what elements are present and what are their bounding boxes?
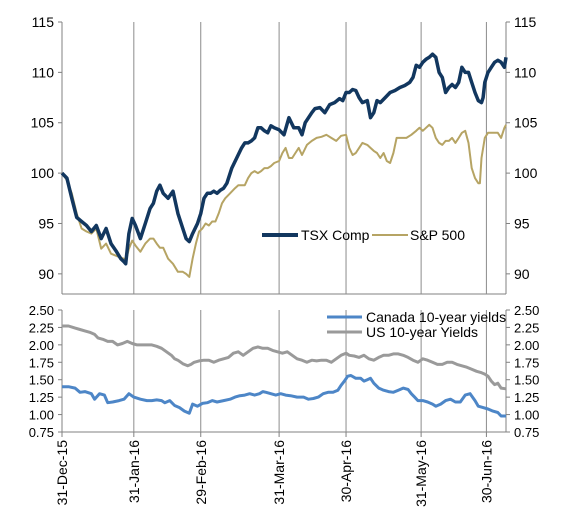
top-y-tick-label-left: 100 [31,165,55,181]
bottom-y-tick-label-left: 1.75 [29,355,54,370]
top-y-tick-label-right: 105 [514,115,538,131]
bottom-y-tick-label-right: 2.00 [514,338,539,353]
x-tick-label: 31-Jan-16 [126,440,142,503]
bottom-y-tick-label-right: 1.75 [514,355,539,370]
top-y-tick-label-right: 90 [514,266,530,282]
bottom-panel: 0.75 0.75 1.00 1.00 1.25 1.25 1.50 1.50 1.75 1.75… [29,303,540,440]
top-y-tick-label-left: 115 [32,14,55,30]
bottom-y-tick-label-left: 2.25 [29,320,54,335]
series-line-canada-10-year-yields [62,374,506,418]
x-tick-label: 29-Feb-16 [193,440,209,505]
top-panel: 90 90 95 95 100 100 105 105 110 110 115 115 TSX Comp… [31,14,538,295]
bottom-y-tick-label-right: 2.50 [514,303,539,318]
bottom-y-tick-label-left: 2.00 [29,338,54,353]
top-y-tick-label-left: 95 [38,215,54,231]
x-tick-label: 31-Dec-15 [54,440,70,506]
legend-label-canada-10-year-yields: Canada 10-year yields [366,309,506,325]
bottom-y-tick-label-right: 2.25 [514,320,539,335]
bottom-y-tick-label-left: 2.50 [29,303,54,318]
top-y-tick-label-left: 110 [32,64,55,80]
bottom-y-tick-label-right: 1.50 [514,373,539,388]
x-axis: 31-Dec-15 31-Jan-16 29-Feb-16 31-Mar-16 30-A… [54,432,494,507]
x-tick-label: 30-Apr-16 [338,440,354,502]
x-tick-label: 31-May-16 [413,440,429,507]
top-legend: TSX Comp S&P 500 [262,227,465,243]
top-y-tick-label-left: 90 [38,266,54,282]
top-y-tick-label-right: 100 [514,165,538,181]
series-line-us-10-year-yields [62,324,507,391]
bottom-y-tick-label-right: 0.75 [514,425,539,440]
top-y-tick-label-right: 110 [514,64,537,80]
x-tick-label: 31-Mar-16 [271,440,287,505]
bottom-y-tick-label-left: 0.75 [29,425,54,440]
bottom-y-tick-label-right: 1.00 [514,408,539,423]
bottom-y-tick-label-left: 1.25 [29,390,54,405]
x-tick-label: 30-Jun-16 [478,440,494,503]
legend-label-sp500: S&P 500 [410,227,465,243]
series-line-sp500 [61,123,507,278]
legend-label-tsx-comp: TSX Comp [301,227,370,243]
bottom-y-tick-label-left: 1.00 [29,408,54,423]
top-y-tick-label-right: 95 [514,215,530,231]
top-y-tick-label-right: 115 [514,14,537,30]
series-line-tsx-comp [60,52,508,266]
legend-label-us-10-year-yields: US 10-year Yields [366,324,478,340]
bottom-y-tick-label-right: 1.25 [514,390,539,405]
bottom-y-tick-label-left: 1.50 [29,373,54,388]
top-y-tick-label-left: 105 [31,115,55,131]
